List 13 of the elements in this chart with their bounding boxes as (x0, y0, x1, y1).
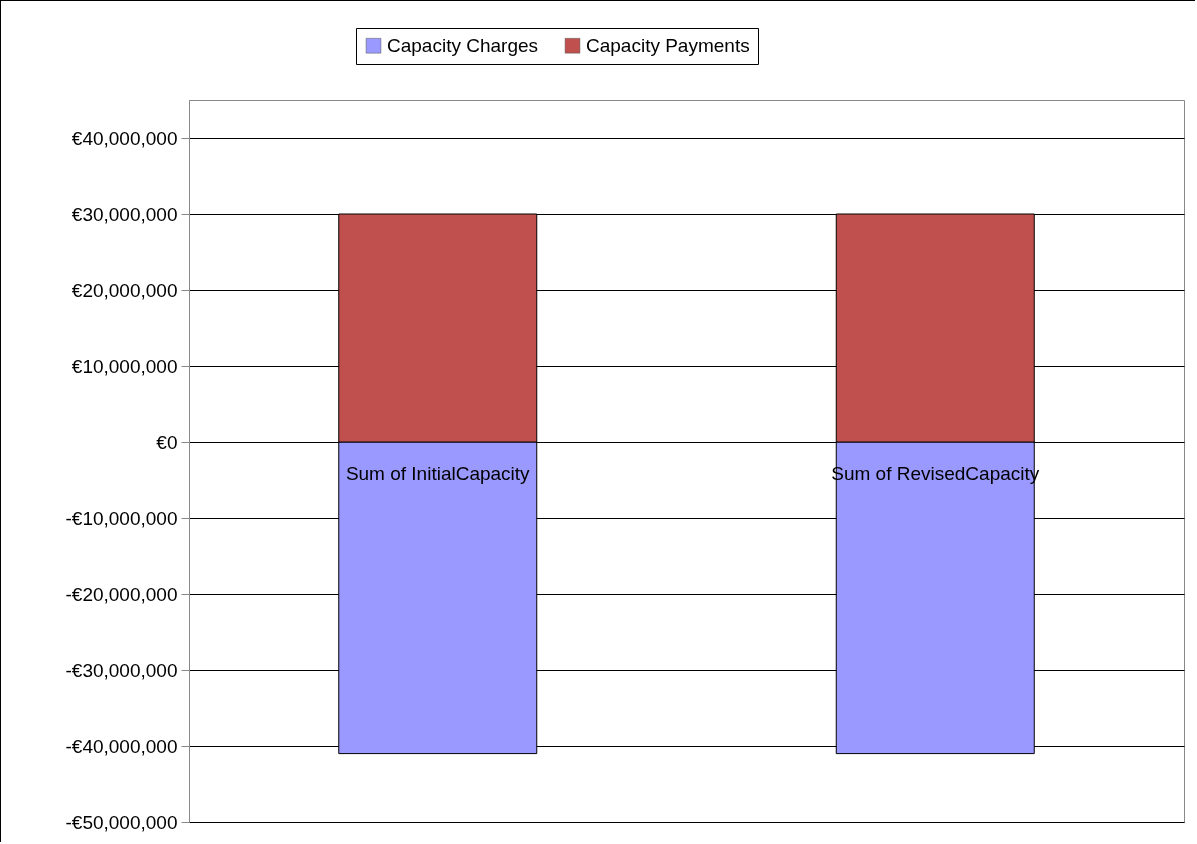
y-tick-label: €0 (156, 431, 178, 453)
y-tick-label: -€40,000,000 (65, 735, 178, 757)
y-tick-label: -€20,000,000 (65, 583, 178, 605)
y-tick-label: €40,000,000 (71, 127, 178, 149)
legend-label: Capacity Payments (586, 34, 750, 56)
y-tick-label: €30,000,000 (71, 203, 178, 225)
x-tick-label: Sum of InitialCapacity (345, 462, 531, 484)
y-tick-label: -€30,000,000 (65, 659, 178, 681)
y-tick-label: -€50,000,000 (65, 811, 178, 833)
y-tick-label: €20,000,000 (71, 279, 178, 301)
legend-label: Capacity Charges (387, 34, 539, 56)
y-tick-label: -€10,000,000 (65, 507, 178, 529)
y-tick-label: €10,000,000 (71, 355, 178, 377)
